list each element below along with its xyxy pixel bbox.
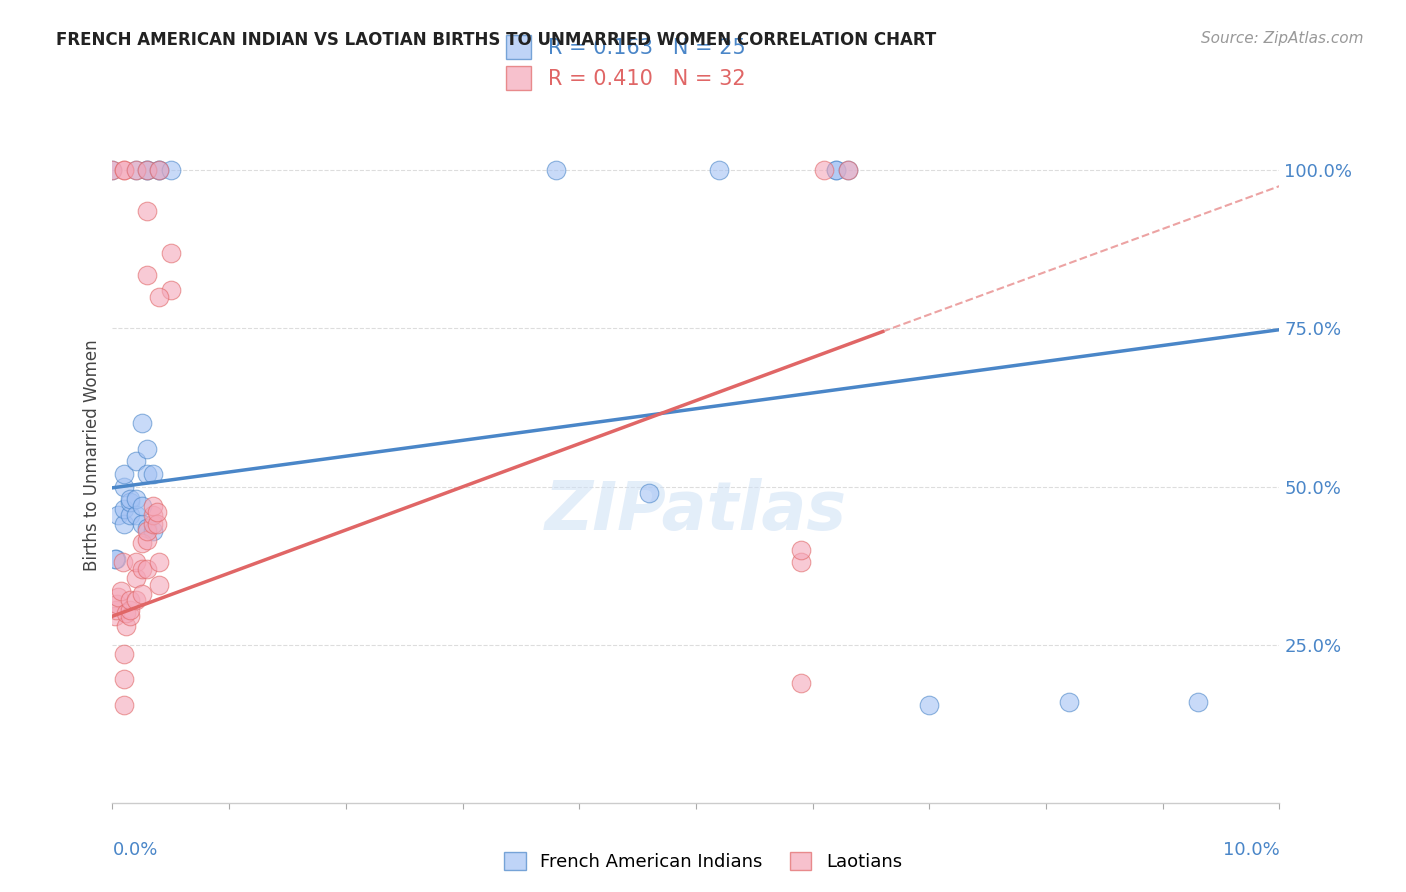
Point: [638, 486, 661, 500]
Point: [104, 552, 127, 566]
Point: [136, 163, 159, 178]
Point: [837, 163, 859, 178]
Point: [160, 284, 183, 298]
Legend: R = 0.163   N = 25, R = 0.410   N = 32: R = 0.163 N = 25, R = 0.410 N = 32: [498, 27, 754, 98]
Point: [142, 524, 165, 538]
Point: [790, 675, 813, 690]
Point: [136, 533, 159, 548]
Point: [125, 454, 148, 468]
Point: [125, 556, 148, 570]
Point: [112, 698, 135, 712]
Point: [104, 609, 127, 624]
Point: [142, 517, 165, 532]
Point: [125, 571, 148, 585]
Point: [115, 606, 138, 620]
Point: [131, 517, 153, 532]
Point: [110, 583, 132, 598]
Point: [131, 536, 153, 550]
Point: [125, 492, 148, 507]
Point: [825, 163, 848, 178]
Text: FRENCH AMERICAN INDIAN VS LAOTIAN BIRTHS TO UNMARRIED WOMEN CORRELATION CHART: FRENCH AMERICAN INDIAN VS LAOTIAN BIRTHS…: [56, 31, 936, 49]
Point: [104, 552, 127, 566]
Point: [112, 647, 135, 661]
Point: [709, 163, 731, 178]
Point: [111, 556, 134, 570]
Point: [136, 467, 159, 481]
Point: [142, 508, 165, 522]
Point: [1059, 695, 1081, 709]
Point: [118, 603, 141, 617]
Point: [136, 524, 159, 538]
Point: [136, 442, 159, 456]
Point: [131, 562, 153, 576]
Point: [160, 245, 183, 260]
Point: [112, 467, 135, 481]
Point: [148, 163, 170, 178]
Point: [112, 163, 135, 178]
Point: [112, 673, 135, 687]
Point: [136, 268, 159, 282]
Text: Source: ZipAtlas.com: Source: ZipAtlas.com: [1201, 31, 1364, 46]
Point: [115, 618, 138, 632]
Point: [146, 517, 169, 532]
Point: [142, 499, 165, 513]
Point: [105, 597, 128, 611]
Point: [118, 492, 141, 507]
Point: [125, 508, 148, 522]
Point: [790, 542, 813, 557]
Point: [136, 521, 159, 535]
Point: [125, 593, 148, 607]
Point: [131, 499, 153, 513]
Point: [131, 417, 153, 431]
Point: [918, 698, 941, 712]
Point: [148, 163, 170, 178]
Point: [148, 556, 170, 570]
Point: [107, 591, 129, 605]
Point: [790, 556, 813, 570]
Point: [125, 163, 148, 178]
Point: [813, 163, 835, 178]
Point: [148, 163, 170, 178]
Text: 10.0%: 10.0%: [1223, 841, 1279, 859]
Legend: French American Indians, Laotians: French American Indians, Laotians: [496, 845, 910, 879]
Point: [837, 163, 859, 178]
Point: [148, 290, 170, 304]
Text: 0.0%: 0.0%: [112, 841, 157, 859]
Point: [118, 508, 141, 522]
Point: [112, 501, 135, 516]
Point: [131, 587, 153, 601]
Point: [101, 163, 124, 178]
Point: [142, 467, 165, 481]
Point: [160, 163, 183, 178]
Point: [112, 163, 135, 178]
Point: [148, 577, 170, 591]
Point: [118, 495, 141, 509]
Point: [112, 517, 135, 532]
Point: [825, 163, 848, 178]
Point: [1187, 695, 1209, 709]
Point: [104, 603, 127, 617]
Point: [136, 204, 159, 219]
Point: [146, 505, 169, 519]
Point: [112, 479, 135, 493]
Text: ZIPatlas: ZIPatlas: [546, 477, 846, 543]
Y-axis label: Births to Unmarried Women: Births to Unmarried Women: [83, 339, 101, 571]
Point: [118, 593, 141, 607]
Point: [136, 163, 159, 178]
Point: [136, 163, 159, 178]
Point: [544, 163, 567, 178]
Point: [118, 609, 141, 624]
Point: [101, 163, 124, 178]
Point: [107, 508, 129, 522]
Point: [136, 562, 159, 576]
Point: [125, 163, 148, 178]
